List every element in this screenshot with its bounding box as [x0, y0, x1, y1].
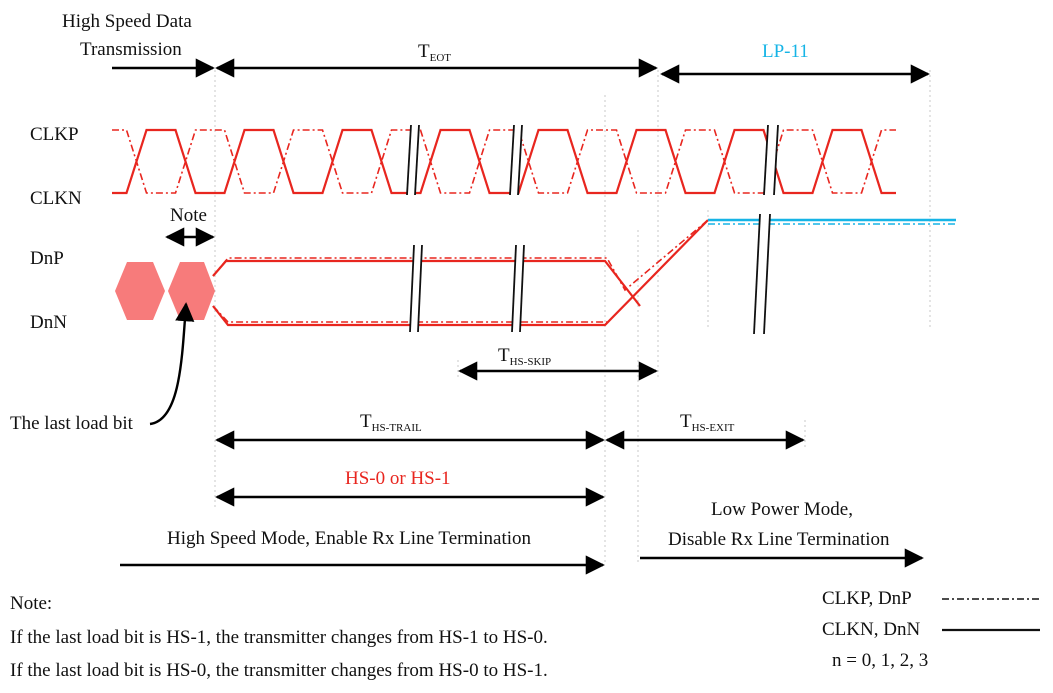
- hs-packet-hexagon: [115, 262, 165, 320]
- note-title: Note:: [10, 593, 52, 614]
- dnp-dashed-trace: [212, 219, 709, 292]
- dnp-label: DnP: [30, 248, 64, 269]
- lp-mode-label: Disable Rx Line Termination: [668, 529, 890, 550]
- clkp-label: CLKP: [30, 124, 79, 145]
- note-line: If the last load bit is HS-0, the transm…: [10, 660, 548, 681]
- clock-waveform: [112, 128, 896, 195]
- legend-n-values: n = 0, 1, 2, 3: [832, 650, 928, 671]
- clkp-dashed-trace: [112, 129, 896, 194]
- timing-arrows: [112, 58, 930, 575]
- clkn-label: CLKN: [30, 188, 82, 209]
- guide-lines: [214, 70, 931, 565]
- t-hs-trail-label: THS-TRAIL: [360, 411, 422, 434]
- note-line: If the last load bit is HS-1, the transm…: [10, 627, 548, 648]
- last-load-bit-label: The last load bit: [10, 413, 134, 434]
- t-hs-skip-label: THS-SKIP: [498, 345, 551, 368]
- lp11-label: LP-11: [762, 41, 809, 62]
- dnp-dashed-trace: [212, 305, 607, 323]
- hs-data-label: High Speed Data: [62, 11, 192, 32]
- hs-data-label: Transmission: [80, 39, 182, 60]
- clkn-solid-trace: [112, 128, 896, 195]
- last-load-bit-pointer: [149, 302, 195, 426]
- hs-mode-label: High Speed Mode, Enable Rx Line Terminat…: [167, 528, 531, 549]
- legend-dashed-label: CLKP, DnP: [822, 588, 912, 609]
- t-eot-label: TEOT: [418, 41, 451, 64]
- hs-packet-hexagon: [168, 262, 215, 320]
- lp-mode-label: Low Power Mode,: [711, 499, 853, 520]
- dnn-solid-trace: [212, 259, 641, 307]
- note-label: Note: [170, 205, 207, 226]
- dnn-label: DnN: [30, 312, 67, 333]
- labels: High Speed Data Transmission TEOT LP-11 …: [10, 11, 890, 681]
- data-lane-waveform: [115, 218, 956, 327]
- t-hs-exit-label: THS-EXIT: [680, 411, 735, 434]
- hs0-or-hs1-label: HS-0 or HS-1: [345, 468, 451, 489]
- dnn-solid-trace: [212, 219, 709, 327]
- break-marks: [406, 124, 779, 335]
- legend: CLKP, DnP CLKN, DnN n = 0, 1, 2, 3: [822, 588, 1040, 671]
- legend-solid-label: CLKN, DnN: [822, 619, 920, 640]
